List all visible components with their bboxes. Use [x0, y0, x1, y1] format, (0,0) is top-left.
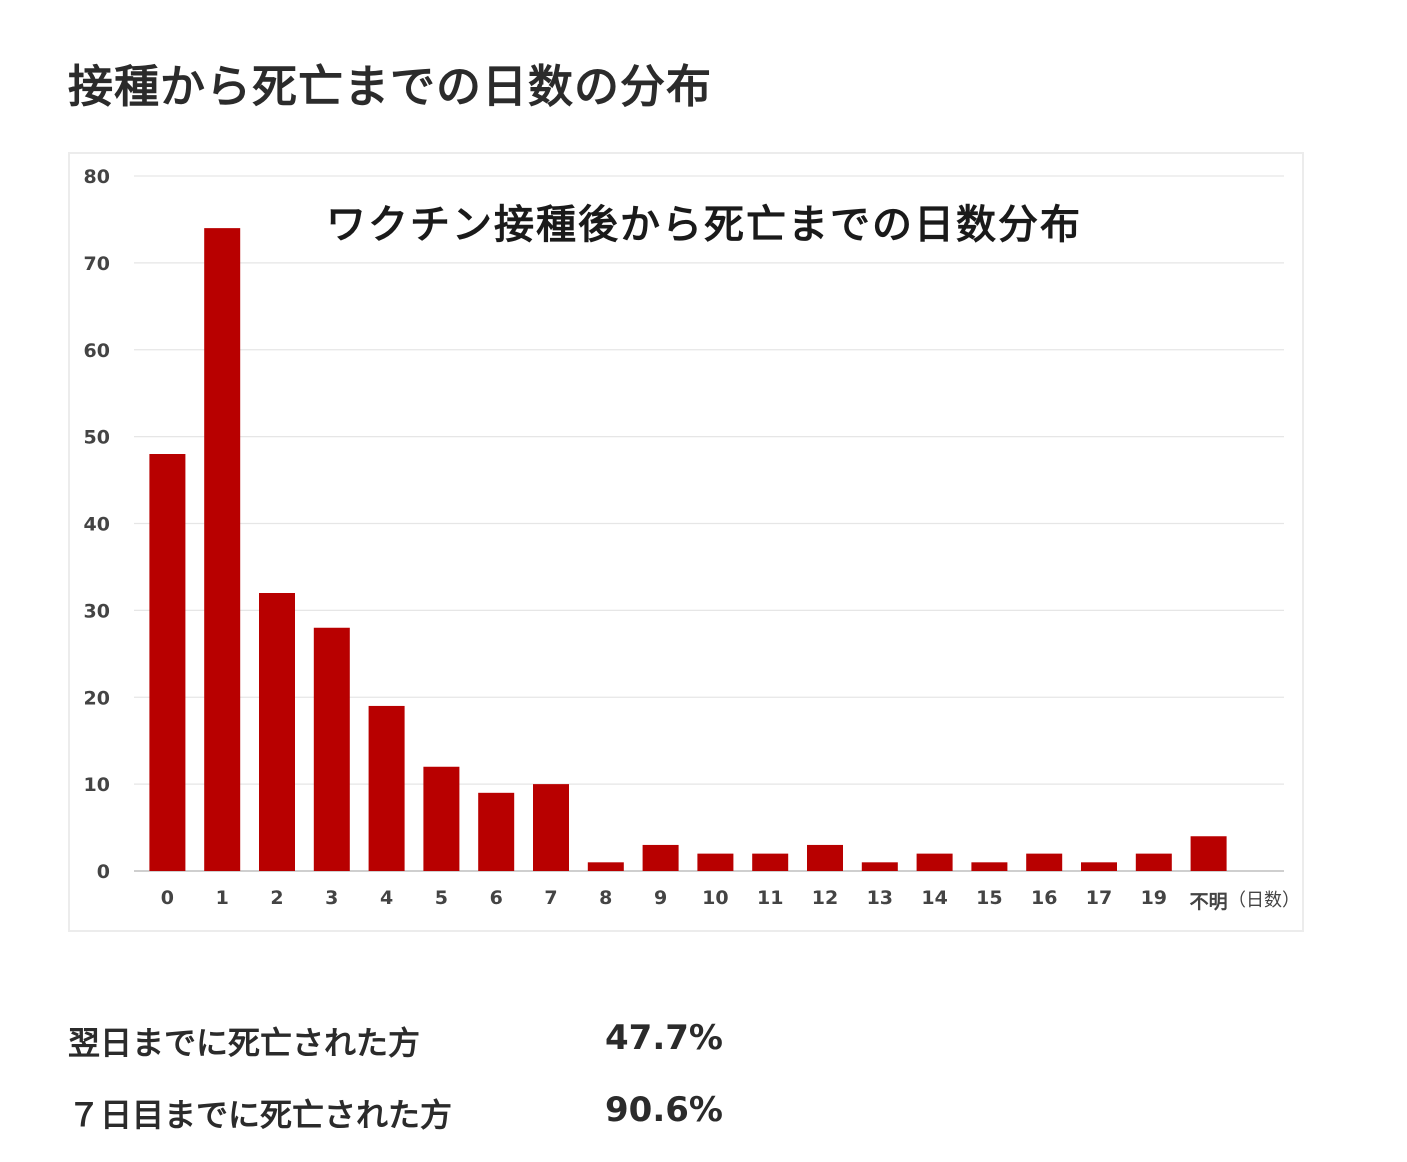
x-tick-label: 2: [270, 887, 283, 909]
y-tick-label: 80: [84, 166, 110, 188]
chart-gridlines: [134, 175, 1284, 872]
bar-day-1: [204, 228, 241, 871]
x-tick-label: 1: [216, 887, 229, 909]
bar-day-16: [1026, 853, 1063, 871]
x-tick-label: 5: [435, 887, 448, 909]
x-tick-label: 8: [599, 887, 612, 909]
stat-value: 90.6%: [605, 1090, 723, 1130]
bar-day-7: [533, 784, 569, 871]
x-tick-label: 12: [812, 887, 838, 909]
x-axis-ticks: 0 1 2 3 4 5 6 7 8 9 10 11 12 13 14 15 16 17 19 不明: [161, 887, 1228, 913]
x-axis-unit-label: （日数）: [1228, 890, 1300, 911]
y-axis-ticks: 0 10 20 30 40 50 60 70 80: [84, 166, 110, 883]
x-tick-label: 0: [161, 887, 174, 909]
x-tick-label: 16: [1031, 887, 1057, 909]
y-tick-label: 60: [84, 340, 110, 362]
bar-day-13: [861, 862, 898, 871]
x-tick-label: 15: [976, 887, 1002, 909]
x-tick-label: 4: [380, 887, 393, 909]
x-tick-label: 10: [702, 887, 728, 909]
bar-day-6: [478, 792, 515, 871]
stat-label: 翌日までに死亡された方: [68, 1024, 421, 1062]
x-tick-label: 不明: [1190, 891, 1228, 913]
bar-day-0: [149, 454, 186, 871]
bar-day-3: [313, 627, 350, 871]
bar-day-17: [1081, 862, 1117, 871]
y-tick-label: 70: [84, 253, 110, 275]
x-tick-label: 7: [544, 887, 557, 909]
x-tick-label: 11: [757, 887, 783, 909]
bar-day-10: [697, 853, 734, 871]
stats-list: 翌日までに死亡された方 47.7% ７日目までに死亡された方 90.6%: [68, 1018, 968, 1162]
chart-frame: 0 10 20 30 40 50 60 70 80 0 1 2 3 4 5 6 7 8 9 10 11 12 13 14 15…: [68, 152, 1304, 932]
y-tick-label: 20: [84, 687, 110, 709]
bar-day-5: [423, 766, 460, 871]
x-tick-label: 14: [921, 887, 947, 909]
bar-day-12: [807, 844, 843, 871]
page-title: 接種から死亡までの日数の分布: [68, 60, 713, 113]
x-tick-label: 6: [490, 887, 503, 909]
x-tick-label: 9: [654, 887, 667, 909]
stat-row-seven-days: ７日目までに死亡された方 90.6%: [68, 1090, 968, 1162]
bar-day-11: [752, 853, 789, 871]
bar-day-2: [259, 593, 295, 871]
y-tick-label: 50: [84, 427, 110, 449]
x-tick-label: 19: [1141, 887, 1167, 909]
chart-bars: [149, 228, 1227, 871]
y-tick-label: 30: [84, 600, 110, 622]
bar-day-14: [916, 853, 953, 871]
stat-label: ７日目までに死亡された方: [68, 1096, 453, 1134]
bar-day-15: [971, 862, 1008, 871]
y-tick-label: 40: [84, 514, 110, 536]
x-tick-label: 13: [867, 887, 893, 909]
x-tick-label: 3: [325, 887, 338, 909]
bar-day-4: [368, 705, 405, 871]
stat-value: 47.7%: [605, 1018, 723, 1058]
bar-day-8: [587, 862, 624, 871]
bar-day-19: [1190, 836, 1227, 871]
chart-title: ワクチン接種後から死亡までの日数分布: [326, 201, 1082, 248]
bar-day-18: [1135, 853, 1172, 871]
bar-day-9: [642, 844, 679, 871]
stat-row-next-day: 翌日までに死亡された方 47.7%: [68, 1018, 968, 1090]
x-tick-label: 17: [1086, 887, 1112, 909]
y-tick-label: 0: [97, 861, 110, 883]
y-tick-label: 10: [84, 774, 110, 796]
